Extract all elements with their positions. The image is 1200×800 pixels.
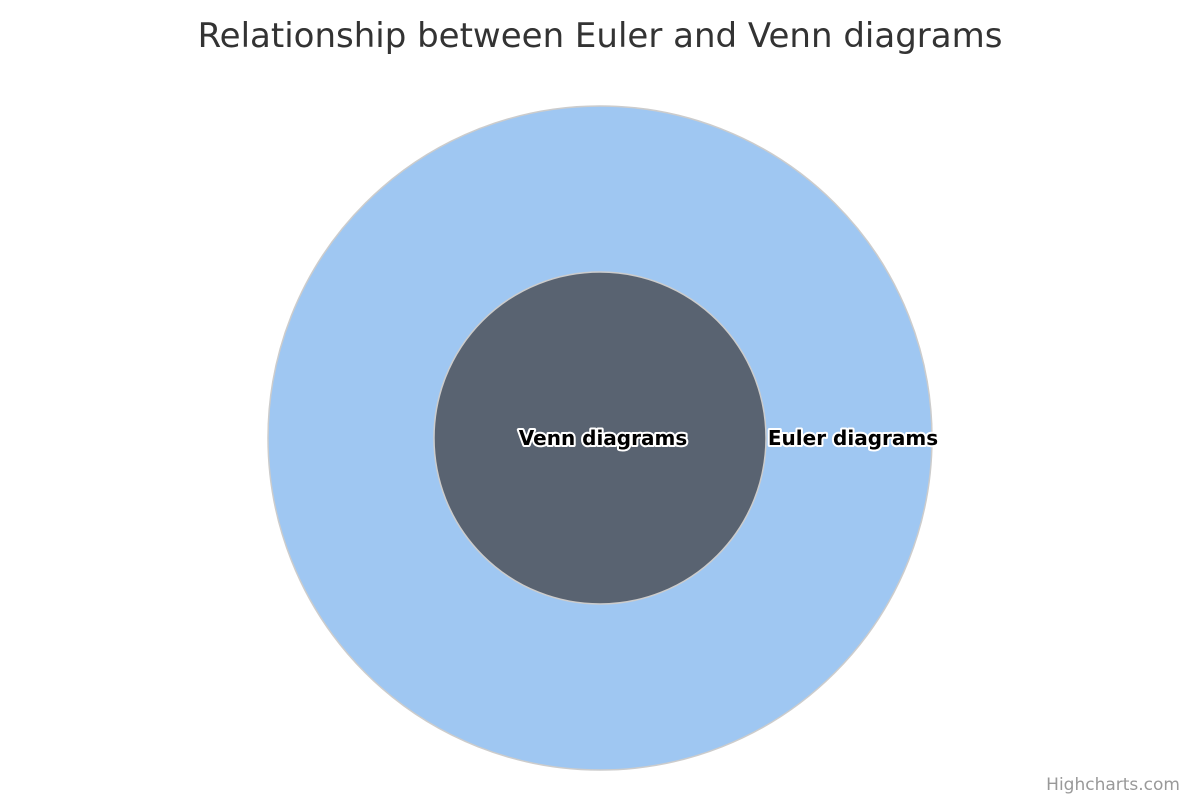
euler-diagrams-label: Euler diagrams	[768, 426, 938, 450]
chart-title: Relationship between Euler and Venn diag…	[198, 16, 1003, 56]
venn-diagrams-set[interactable]	[433, 271, 767, 605]
credits-link[interactable]: Highcharts.com	[1046, 775, 1180, 795]
venn-diagrams-label: Venn diagrams	[519, 426, 687, 450]
